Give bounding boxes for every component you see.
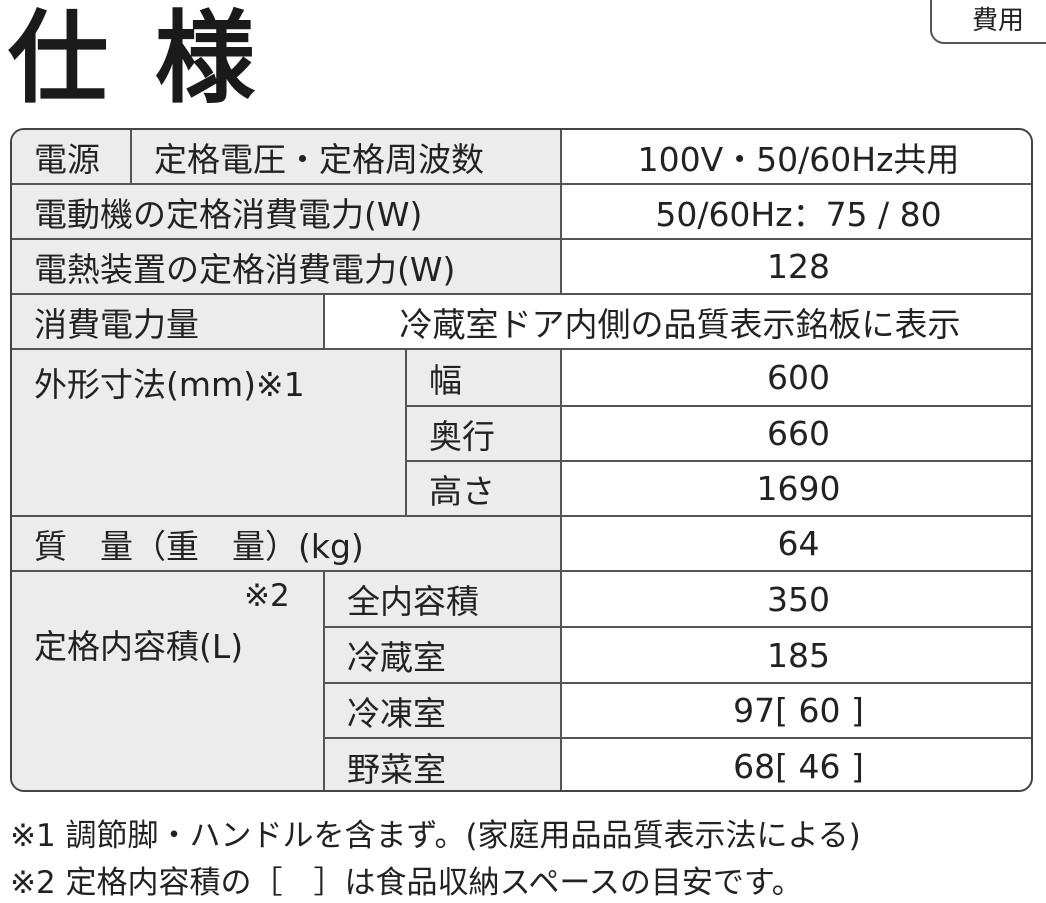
cell-value: 185: [562, 628, 1031, 684]
cell-sublabel: 冷凍室: [325, 684, 562, 739]
cell-label: 質 量（重 量）(kg): [12, 517, 562, 572]
cell-value: 64: [562, 517, 1031, 572]
cell-value: 1690: [562, 462, 1031, 517]
title: 仕 様: [8, 0, 261, 117]
cell-value: 660: [562, 407, 1031, 462]
cell-sublabel: 高さ: [407, 462, 562, 517]
cell-value: 冷蔵室ドア内側の品質表示銘板に表示: [325, 295, 1031, 350]
cell-sublabel: 冷蔵室: [325, 628, 562, 684]
cell-label: 電熱装置の定格消費電力(W): [12, 240, 562, 295]
cell-value: 68[ 46 ]: [733, 747, 864, 786]
cell-sublabel: 野菜室: [325, 739, 562, 790]
cell-label: 定格電圧・定格周波数: [132, 130, 562, 185]
cell-value: 350: [562, 572, 1031, 628]
spec-table: 電源 定格電圧・定格周波数 100V・50/60Hz共用 電動機の定格消費電力(…: [10, 128, 1033, 792]
label-text: 定格内容積(L): [34, 627, 244, 666]
footnote: ※2 定格内容積の［ ］は食品収納スペースの目安です。: [10, 865, 803, 901]
note-mark: ※2: [244, 578, 290, 614]
footnote: ※1 調節脚・ハンドルを含まず。(家庭用品品質表示法による): [10, 818, 861, 854]
cell-value: 128: [562, 240, 1031, 295]
cell-value: 600: [562, 350, 1031, 407]
cell-label: 電源: [12, 130, 132, 185]
cell-sublabel: 幅: [407, 350, 562, 407]
tab: 費用: [930, 0, 1046, 44]
cell-label: 消費電力量: [12, 295, 325, 350]
cell-label: 電動機の定格消費電力(W): [12, 185, 562, 240]
cell-value: 50/60Hz：75 / 80: [562, 185, 1031, 240]
cell-sublabel: 全内容積: [325, 572, 562, 628]
cell-sublabel: 奥行: [407, 407, 562, 462]
cell-value: 97[ 60 ]: [562, 684, 1031, 739]
cell-label: [12, 572, 325, 790]
cell-value: 100V・50/60Hz共用: [562, 130, 1031, 185]
cell-label: 外形寸法(mm)※1: [12, 350, 407, 517]
